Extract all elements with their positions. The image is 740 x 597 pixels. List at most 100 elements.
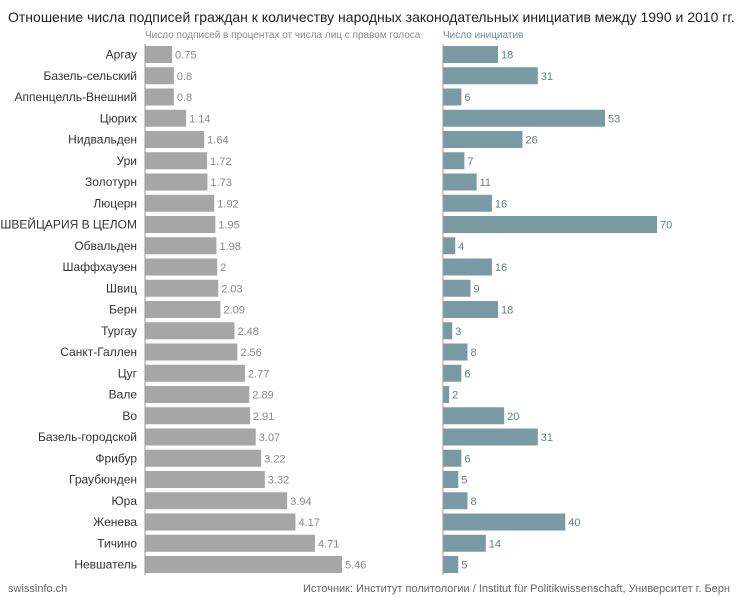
- signature-value-label: 2.77: [248, 368, 269, 380]
- category-label: Во: [122, 409, 137, 423]
- signature-value-label: 0.8: [177, 92, 192, 104]
- right-series-header: Число инициатив: [443, 30, 523, 41]
- category-label: Базель-сельский: [44, 69, 138, 83]
- signature-value-label: 4.71: [318, 538, 339, 550]
- initiative-bar: [443, 67, 538, 85]
- initiative-bar: [443, 471, 459, 488]
- signature-bar: [145, 428, 256, 446]
- initiative-value-label: 31: [541, 71, 553, 83]
- category-label: Цуг: [118, 366, 138, 380]
- initiative-value-label: 5: [461, 560, 467, 572]
- initiative-value-label: 70: [660, 220, 672, 232]
- initiative-bar: [443, 428, 538, 446]
- signature-value-label: 1.72: [210, 156, 231, 168]
- signature-value-label: 1.14: [189, 113, 210, 125]
- category-label: Вале: [109, 388, 138, 402]
- initiative-value-label: 31: [541, 432, 553, 444]
- signature-bar: [145, 386, 250, 403]
- signature-bar: [145, 216, 216, 233]
- signature-value-label: 3.94: [290, 496, 311, 508]
- initiative-value-label: 4: [458, 241, 464, 253]
- signature-bar: [145, 67, 174, 85]
- initiative-bar: [443, 407, 505, 425]
- initiative-bar: [443, 237, 456, 255]
- category-label: Фрибур: [95, 451, 137, 465]
- signature-bar: [145, 322, 235, 340]
- initiative-value-label: 40: [568, 517, 580, 529]
- signature-bar: [145, 343, 238, 361]
- category-label: ШВЕЙЦАРИЯ В ЦЕЛОМ: [0, 217, 137, 232]
- initiative-value-label: 9: [474, 283, 480, 295]
- initiative-value-label: 16: [495, 198, 507, 210]
- initiative-value-label: 6: [464, 92, 470, 104]
- signature-bar: [145, 471, 265, 488]
- signature-bar: [145, 173, 208, 191]
- signature-value-label: 3.22: [264, 453, 285, 465]
- signature-bar: [145, 131, 205, 148]
- initiative-bar: [443, 216, 657, 233]
- initiative-bar: [443, 534, 486, 552]
- initiative-bar: [443, 131, 523, 148]
- signature-value-label: 3.32: [268, 475, 289, 487]
- signature-bar: [145, 513, 296, 531]
- signature-value-label: 2.03: [221, 283, 242, 295]
- signature-bar: [145, 301, 221, 318]
- initiative-value-label: 53: [608, 113, 620, 125]
- signature-bar: [145, 364, 245, 382]
- category-label: Невшатель: [74, 558, 137, 572]
- initiative-bar: [443, 194, 492, 212]
- signature-bar: [145, 88, 174, 106]
- category-label: Швиц: [106, 281, 137, 295]
- initiative-value-label: 8: [470, 347, 476, 359]
- category-label: Берн: [109, 303, 137, 317]
- signature-value-label: 3.07: [259, 432, 280, 444]
- initiative-bar: [443, 364, 462, 382]
- category-label: Аппенцелль-Внешний: [14, 90, 137, 104]
- initiative-bar: [443, 279, 471, 297]
- category-label: Шаффхаузен: [63, 260, 138, 274]
- signature-bar: [145, 407, 250, 425]
- category-label: Аргау: [106, 48, 137, 62]
- signature-value-label: 1.64: [207, 135, 228, 147]
- initiative-value-label: 20: [507, 411, 519, 423]
- initiative-value-label: 2: [452, 390, 458, 402]
- signature-bar: [145, 46, 173, 63]
- initiative-value-label: 5: [461, 475, 467, 487]
- initiative-bar: [443, 109, 606, 127]
- initiative-bar: [443, 492, 468, 510]
- initiative-value-label: 6: [464, 453, 470, 465]
- signature-value-label: 2.48: [237, 326, 258, 338]
- signature-value-label: 1.92: [217, 198, 238, 210]
- initiative-bar: [443, 173, 477, 191]
- category-label: Санкт-Галлен: [60, 345, 137, 359]
- signature-bar: [145, 237, 217, 255]
- initiative-value-label: 18: [501, 305, 513, 317]
- signature-bar: [145, 152, 208, 170]
- initiative-value-label: 16: [495, 262, 507, 274]
- signature-value-label: 1.73: [210, 177, 231, 189]
- signature-value-label: 0.8: [177, 71, 192, 83]
- signature-bar: [145, 556, 342, 573]
- initiative-bar: [443, 386, 450, 403]
- signature-bar: [145, 258, 218, 276]
- category-label: Нидвальден: [68, 133, 137, 147]
- initiative-bar: [443, 343, 468, 361]
- left-series-header: Число подписей в процентах от числа лиц …: [145, 30, 421, 41]
- initiative-value-label: 6: [464, 368, 470, 380]
- category-label: Граубюнден: [69, 473, 137, 487]
- initiative-value-label: 14: [489, 538, 501, 550]
- category-label: Юра: [112, 494, 138, 508]
- category-label: Обвальден: [74, 239, 137, 253]
- initiative-bar: [443, 513, 566, 531]
- category-label: Люцерн: [93, 196, 137, 210]
- signature-value-label: 0.75: [175, 50, 196, 62]
- category-label: Цюрих: [100, 111, 137, 125]
- signature-value-label: 2.09: [223, 305, 244, 317]
- signature-value-label: 2.56: [240, 347, 261, 359]
- category-label: Ури: [117, 154, 137, 168]
- initiative-bar: [443, 152, 465, 170]
- signature-value-label: 1.95: [218, 220, 239, 232]
- signature-bar: [145, 534, 315, 552]
- category-label: Золотурн: [85, 175, 137, 189]
